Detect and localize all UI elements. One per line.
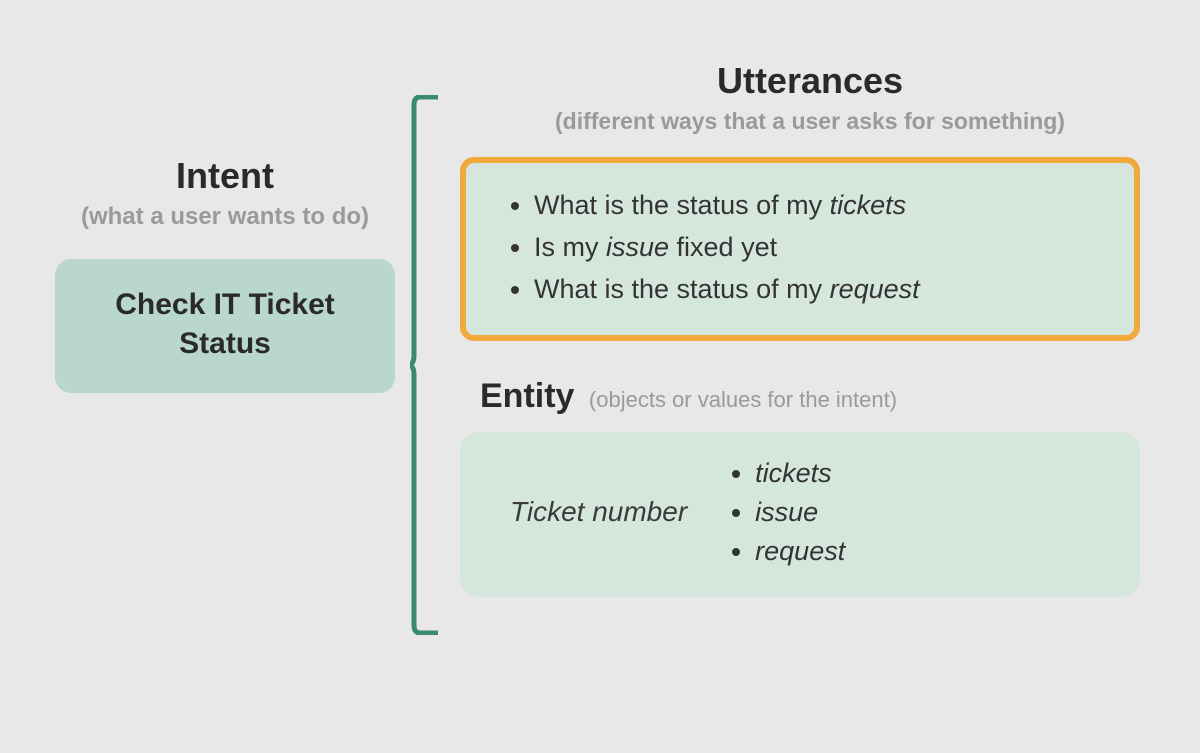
utterance-entity-word: request — [830, 274, 920, 304]
intent-subtitle: (what a user wants to do) — [55, 203, 395, 231]
entity-box: Ticket number tickets issue request — [460, 432, 1140, 597]
entity-header: Entity (objects or values for the intent… — [460, 377, 1160, 416]
entity-value: issue — [755, 493, 845, 532]
entity-subtitle: (objects or values for the intent) — [589, 387, 897, 412]
utterances-list: What is the status of my tickets Is my i… — [506, 185, 1104, 311]
utterance-item: Is my issue fixed yet — [534, 227, 1104, 269]
entity-value: tickets — [755, 454, 845, 493]
right-column: Utterances (different ways that a user a… — [460, 60, 1160, 597]
intent-value-box: Check IT Ticket Status — [55, 259, 395, 393]
utterance-text: fixed yet — [669, 232, 777, 262]
utterance-item: What is the status of my request — [534, 269, 1104, 311]
utterance-text: Is my — [534, 232, 606, 262]
utterances-subtitle: (different ways that a user asks for som… — [460, 108, 1160, 135]
utterance-text: What is the status of my — [534, 274, 830, 304]
bracket-icon — [410, 95, 438, 635]
diagram-canvas: Intent (what a user wants to do) Check I… — [0, 0, 1200, 753]
intent-title: Intent — [55, 155, 395, 197]
utterance-item: What is the status of my tickets — [534, 185, 1104, 227]
utterances-box: What is the status of my tickets Is my i… — [460, 157, 1140, 341]
utterance-text: What is the status of my — [534, 190, 830, 220]
intent-section: Intent (what a user wants to do) Check I… — [55, 155, 395, 393]
entity-title: Entity — [480, 377, 574, 415]
entity-label: Ticket number — [500, 496, 687, 528]
entity-value: request — [755, 532, 845, 571]
utterances-title: Utterances — [460, 60, 1160, 102]
entity-values-list: tickets issue request — [727, 454, 845, 571]
utterance-entity-word: issue — [606, 232, 669, 262]
utterance-entity-word: tickets — [830, 190, 907, 220]
